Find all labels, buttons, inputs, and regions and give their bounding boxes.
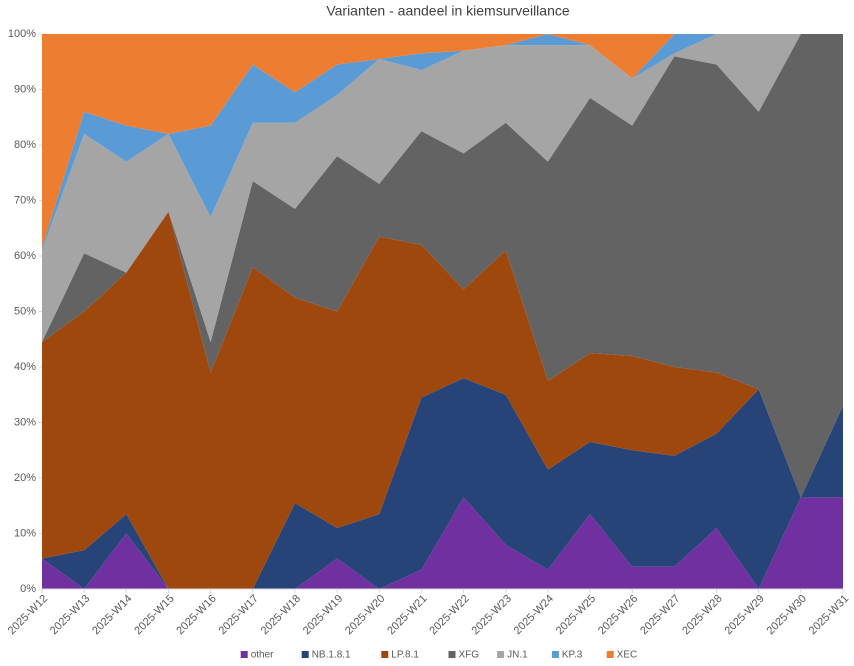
y-tick-label: 80% bbox=[14, 139, 36, 151]
y-tick-label: 0% bbox=[20, 583, 36, 595]
y-tick-label: 90% bbox=[14, 83, 36, 95]
y-tick-label: 10% bbox=[14, 527, 36, 539]
x-tick-label: 2025-W31 bbox=[807, 593, 851, 637]
x-tick-label: 2025-W18 bbox=[259, 593, 303, 637]
area bbox=[42, 34, 843, 251]
x-tick-label: 2025-W22 bbox=[427, 593, 471, 637]
y-tick-label: 40% bbox=[14, 361, 36, 373]
y-tick-label: 20% bbox=[14, 472, 36, 484]
x-tick-label: 2025-W12 bbox=[6, 593, 50, 637]
legend-label: NB.1.8.1 bbox=[312, 650, 351, 661]
x-tick-label: 2025-W16 bbox=[174, 593, 218, 637]
x-tick-label: 2025-W21 bbox=[385, 593, 429, 637]
x-tick-label: 2025-W29 bbox=[722, 593, 766, 637]
y-tick-label: 70% bbox=[14, 194, 36, 206]
x-tick-label: 2025-W19 bbox=[301, 593, 345, 637]
legend-swatch bbox=[301, 651, 309, 658]
legend-swatch bbox=[448, 651, 456, 658]
y-tick-label: 50% bbox=[14, 305, 36, 317]
legend-label: JN.1 bbox=[507, 650, 528, 661]
area bbox=[42, 34, 843, 343]
legend-swatch bbox=[551, 651, 559, 658]
y-tick-label: 60% bbox=[14, 250, 36, 262]
x-tick-label: 2025-W30 bbox=[765, 593, 809, 637]
x-tick-label: 2025-W24 bbox=[512, 593, 556, 637]
legend-swatch bbox=[606, 651, 614, 658]
legend-swatch bbox=[381, 651, 389, 658]
x-tick-label: 2025-W26 bbox=[596, 593, 640, 637]
x-tick-label: 2025-W15 bbox=[132, 593, 176, 637]
area bbox=[42, 34, 843, 498]
area bbox=[42, 497, 843, 589]
area bbox=[42, 34, 843, 248]
legend-swatch bbox=[240, 651, 248, 658]
legend-swatch bbox=[497, 651, 505, 658]
area bbox=[42, 211, 843, 589]
legend-label: XFG bbox=[459, 650, 480, 661]
legend-label: other bbox=[251, 650, 274, 661]
chart-title: Varianten - aandeel in kiemsurveillance bbox=[326, 3, 570, 19]
x-tick-label: 2025-W14 bbox=[90, 593, 134, 637]
x-tick-label: 2025-W25 bbox=[554, 593, 598, 637]
legend-label: LP.8.1 bbox=[391, 650, 419, 661]
x-tick-label: 2025-W23 bbox=[470, 593, 514, 637]
legend: other NB.1.8.1 LP.8.1 XFG JN.1 KP.3 XEC bbox=[240, 650, 638, 661]
area bbox=[42, 378, 843, 589]
legend-label: XEC bbox=[617, 650, 638, 661]
x-tick-label: 2025-W17 bbox=[217, 593, 261, 637]
x-tick-label: 2025-W20 bbox=[343, 593, 387, 637]
legend-label: KP.3 bbox=[562, 650, 583, 661]
x-tick-label: 2025-W13 bbox=[48, 593, 92, 637]
x-tick-label: 2025-W28 bbox=[680, 593, 724, 637]
y-tick-label: 30% bbox=[14, 416, 36, 428]
x-tick-label: 2025-W27 bbox=[638, 593, 682, 637]
y-tick-label: 100% bbox=[8, 28, 36, 40]
